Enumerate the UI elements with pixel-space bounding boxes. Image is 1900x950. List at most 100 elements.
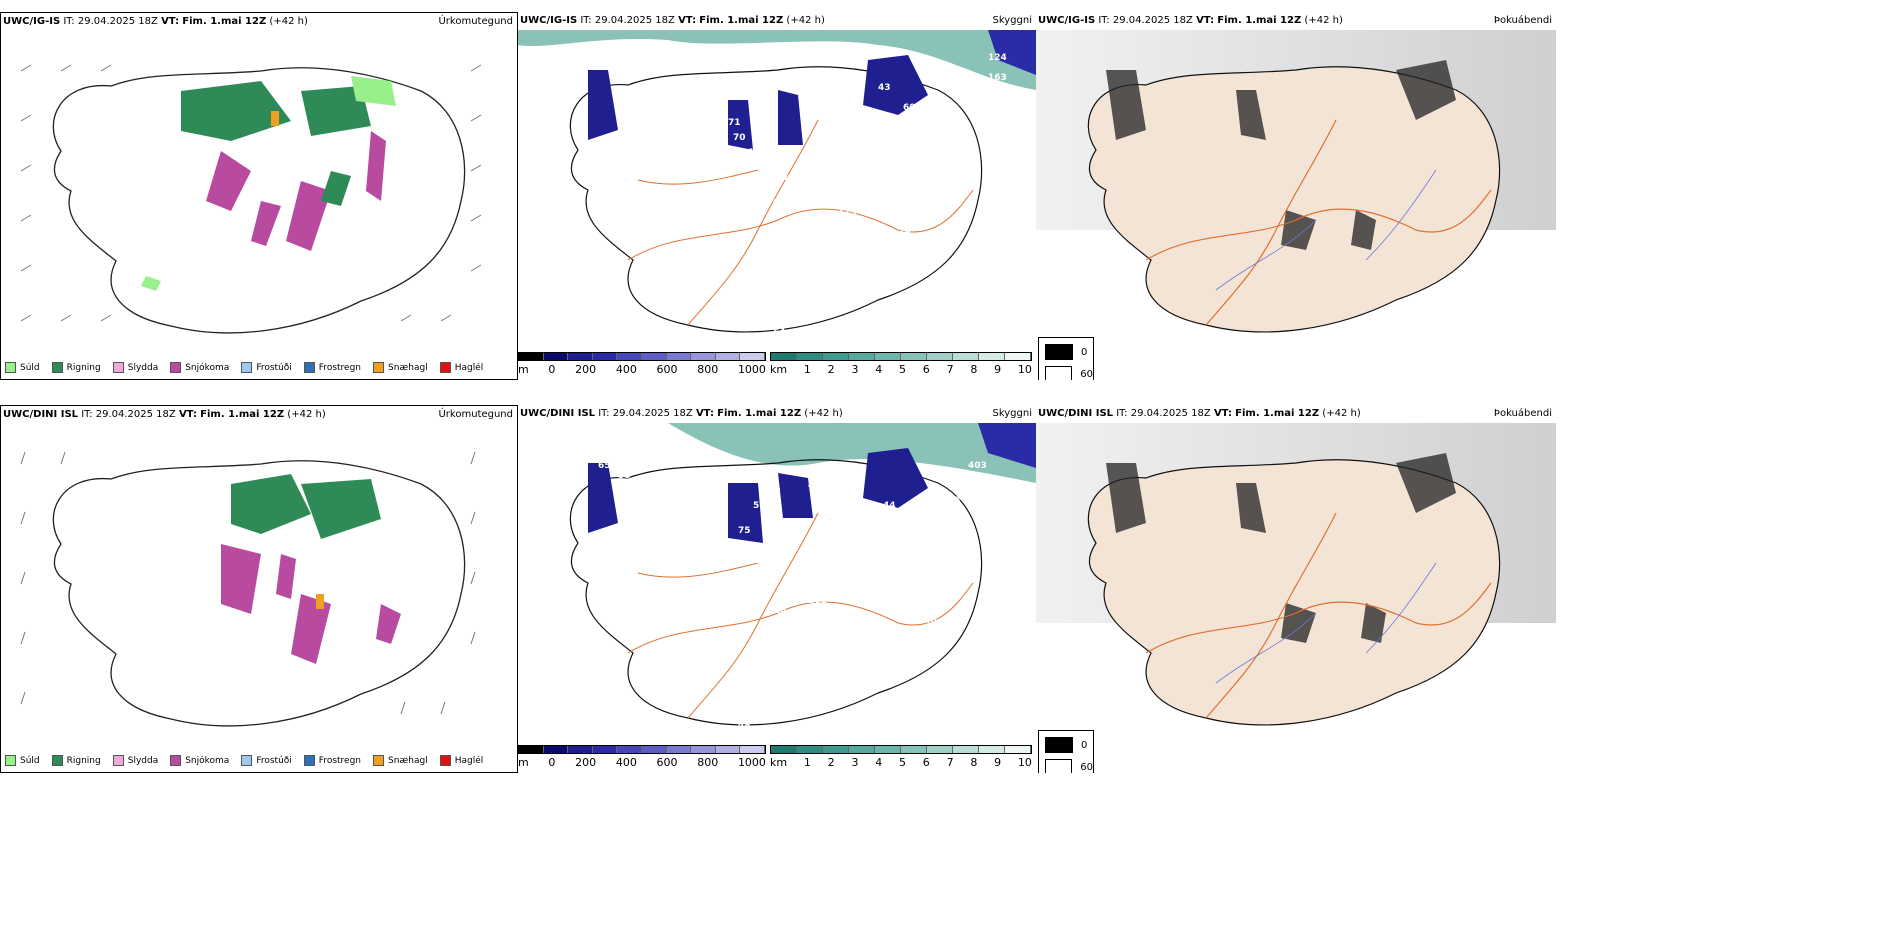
panel-header: UWC/IG-IS IT: 29.04.2025 18Z VT: Fim. 1.… — [520, 15, 825, 26]
visibility-label: 133 — [718, 596, 737, 606]
panel-precip-type-row2: UWC/DINI ISL IT: 29.04.2025 18Z VT: Fim.… — [0, 405, 518, 773]
legend-item: Snæhagl — [373, 362, 428, 373]
visibility-label: 57 — [808, 163, 821, 173]
visibility-label: 79 — [898, 228, 911, 238]
visibility-label: 57 — [718, 731, 731, 741]
precip-legend: Súld Rigning Slydda Snjókoma Frostúði Fr… — [5, 755, 483, 766]
cbar-unit: km — [770, 363, 788, 376]
low-visibility-areas — [588, 448, 928, 543]
panel-fog-row2: UWC/DINI ISL IT: 29.04.2025 18Z VT: Fim.… — [1036, 405, 1556, 773]
visibility-label: 126 — [718, 203, 737, 213]
visibility-label: 118 — [768, 606, 787, 616]
visibility-label: 145 — [838, 233, 857, 243]
visibility-label: 70 — [733, 133, 746, 143]
visibility-label: 111 — [628, 118, 647, 128]
iceland-coastline — [52, 67, 466, 334]
visibility-label: 100 — [853, 611, 872, 621]
visibility-label: 60 — [938, 103, 951, 113]
panel-visibility-row1: UWC/IG-IS IT: 29.04.2025 18Z VT: Fim. 1.… — [518, 12, 1036, 380]
visibility-label: 98 — [948, 496, 961, 506]
panel-title: Skyggni — [992, 408, 1032, 419]
visibility-label: 48 — [738, 721, 751, 731]
visibility-label: 95 — [788, 576, 801, 586]
panel-header: UWC/DINI ISL IT: 29.04.2025 18Z VT: Fim.… — [3, 409, 326, 420]
road-network — [627, 119, 974, 326]
colorbar-m: m 0 200 400 600 800 1000 — [518, 352, 766, 376]
visibility-label: 124 — [988, 53, 1007, 63]
legend-item: Súld — [5, 362, 40, 373]
panel-title: Úrkomutegund — [438, 409, 513, 420]
precip-map — [20, 64, 482, 334]
precip-legend: Súld Rigning Slydda Snjókoma Frostúði Fr… — [5, 362, 483, 373]
teal-haze — [518, 30, 1036, 90]
fog-shading — [1106, 60, 1456, 250]
visibility-label: 57 — [753, 501, 766, 511]
visibility-label: 96 — [638, 143, 651, 153]
fog-shading — [1106, 453, 1456, 643]
wind-barbs — [20, 64, 482, 322]
visibility-label: 115 — [783, 173, 802, 183]
panel-precip-type-row1: UWC/IG-IS IT: 29.04.2025 18Z VT: Fim. 1.… — [0, 12, 518, 380]
panel-fog-row1: UWC/IG-IS IT: 29.04.2025 18Z VT: Fim. 1.… — [1036, 12, 1556, 380]
legend-item: Snjókoma — [170, 362, 229, 373]
fog-legend: 0 60 — [1038, 337, 1094, 380]
iceland-coastline — [569, 459, 983, 726]
visibility-label: 119 — [838, 208, 857, 218]
visibility-label: 92 — [848, 586, 861, 596]
rivers — [1215, 562, 1437, 684]
visibility-label: 67 — [603, 63, 616, 73]
visibility-label: 55 — [848, 506, 861, 516]
rivers — [1215, 169, 1437, 291]
panel-title: Þokuábendi — [1493, 408, 1552, 419]
visibility-label: 54 — [613, 93, 626, 103]
visibility-label: 60 — [903, 103, 916, 113]
snow-areas — [206, 131, 386, 251]
visibility-label: 403 — [968, 461, 987, 471]
road-network — [1145, 512, 1492, 719]
visibility-label: 75 — [738, 526, 751, 536]
fog-legend: 0 60 — [1038, 730, 1094, 773]
visibility-label: 44 — [883, 501, 896, 511]
legend-item: Rigning — [51, 755, 101, 766]
visibility-label: 71 — [728, 118, 741, 128]
visibility-label: 140 — [918, 616, 937, 626]
legend-item: Súld — [5, 755, 40, 766]
visibility-label: 163 — [988, 73, 1007, 83]
legend-item: Slydda — [112, 362, 158, 373]
panel-header: UWC/DINI ISL IT: 29.04.2025 18Z VT: Fim.… — [1038, 408, 1361, 419]
legend-item: Haglél — [439, 362, 483, 373]
snow-pellet-area — [316, 594, 324, 609]
dark-corner — [978, 423, 1036, 468]
visibility-label: 82 — [828, 621, 841, 631]
legend-item: Rigning — [51, 362, 101, 373]
visibility-label: 40 — [768, 486, 781, 496]
legend-item: Slydda — [112, 755, 158, 766]
wind-barbs — [20, 451, 476, 715]
dark-corner — [988, 30, 1036, 75]
visibility-label: 208 — [888, 143, 907, 153]
panel-header: UWC/DINI ISL IT: 29.04.2025 18Z VT: Fim.… — [520, 408, 843, 419]
visibility-label: 65 — [598, 461, 611, 471]
visibility-label: 294 — [818, 188, 837, 198]
road-network — [627, 512, 974, 719]
visibility-label: 47 — [808, 481, 821, 491]
visibility-label: 137 — [818, 636, 837, 646]
visibility-label: 183 — [853, 183, 872, 193]
panel-visibility-row2: UWC/DINI ISL IT: 29.04.2025 18Z VT: Fim.… — [518, 405, 1036, 773]
visibility-label: 101 — [748, 148, 767, 158]
visibility-label: 48 — [818, 484, 831, 494]
low-visibility-areas — [588, 55, 928, 150]
iceland-coastline — [569, 66, 983, 333]
visibility-label: 82 — [783, 526, 796, 536]
panel-title: Úrkomutegund — [438, 16, 513, 27]
iceland-land — [1087, 459, 1501, 726]
panel-header: UWC/IG-IS IT: 29.04.2025 18Z VT: Fim. 1.… — [3, 16, 308, 27]
colorbar-m: m 0 200 400 600 800 1000 — [518, 745, 766, 769]
visibility-label: 69 — [758, 163, 771, 173]
legend-item: Frostregn — [303, 755, 361, 766]
iceland-coastline — [52, 460, 466, 727]
